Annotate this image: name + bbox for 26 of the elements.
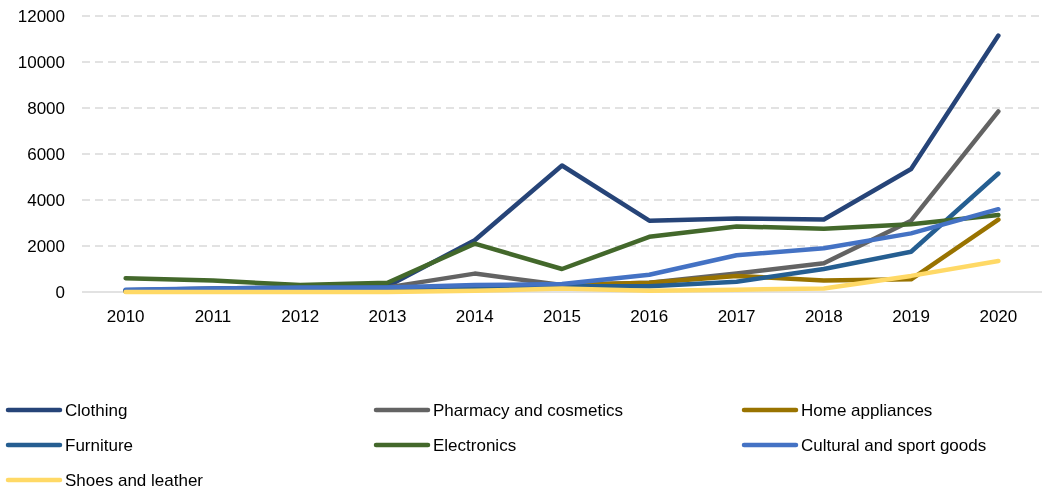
x-tick-label: 2020 [979,307,1018,326]
legend-label: Furniture [65,435,134,455]
legend-label: Electronics [433,435,517,455]
y-tick-label: 4000 [27,190,65,210]
legend-label: Home appliances [801,400,933,420]
y-tick-label: 12000 [17,6,65,26]
y-tick-label: 0 [55,282,65,302]
x-tick-label: 2016 [630,307,669,326]
x-tick-label: 2013 [368,307,407,326]
x-tick-label: 2017 [717,307,756,326]
x-tick-label: 2010 [106,307,145,326]
y-tick-label: 8000 [27,98,65,118]
legend-label: Shoes and leather [65,470,204,488]
x-tick-label: 2018 [804,307,843,326]
x-tick-label: 2015 [543,307,581,326]
legend-label: Pharmacy and cosmetics [433,400,623,420]
y-tick-label: 2000 [27,236,65,256]
x-tick-label: 2011 [194,307,232,326]
legend-label: Clothing [65,400,128,420]
x-tick-label: 2014 [455,307,494,326]
y-tick-label: 6000 [27,144,65,164]
line-series [123,258,1001,295]
x-tick-label: 2019 [892,307,930,326]
y-tick-label: 10000 [17,52,65,72]
x-tick-label: 2012 [281,307,320,326]
legend-label: Cultural and sport goods [801,435,987,455]
